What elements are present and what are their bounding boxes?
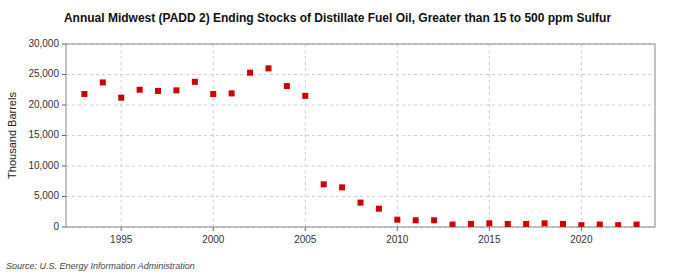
x-tick	[213, 227, 214, 231]
y-tick	[62, 74, 66, 75]
point	[431, 217, 437, 223]
point	[247, 70, 253, 76]
x-grid-line	[305, 44, 306, 227]
point	[597, 222, 603, 227]
y-tick-label: 10,000	[28, 160, 59, 171]
axes: 0 5,000 10,000 15,000 20,000 25,000 30,000 1995…	[28, 38, 655, 245]
point	[81, 91, 87, 97]
x-grid-line	[121, 44, 122, 227]
y-tick	[62, 44, 66, 45]
x-tick	[121, 227, 122, 231]
points	[81, 65, 639, 227]
plot-frame	[66, 44, 655, 227]
x-tick-label: 2015	[478, 234, 501, 245]
x-grid-line	[397, 44, 398, 227]
point	[394, 217, 400, 223]
point	[358, 200, 364, 206]
plot-area	[66, 44, 655, 227]
point	[229, 90, 235, 96]
point	[578, 222, 584, 227]
point	[505, 221, 511, 227]
point	[137, 87, 143, 93]
y-axis-label: Thousand Barrels	[6, 92, 18, 179]
y-tick	[62, 166, 66, 167]
x-tick	[581, 227, 582, 231]
y-tick	[62, 196, 66, 197]
point	[192, 79, 198, 85]
x-tick-label: 1995	[110, 234, 133, 245]
y-tick-label: 0	[53, 221, 59, 232]
point	[634, 222, 640, 227]
point	[615, 222, 621, 227]
point	[542, 220, 548, 226]
y-grid-line	[66, 105, 655, 106]
y-tick	[62, 135, 66, 136]
y-tick-label: 25,000	[28, 68, 59, 79]
point	[265, 65, 271, 71]
point	[413, 217, 419, 223]
point	[376, 206, 382, 212]
title: Annual Midwest (PADD 2) Ending Stocks of…	[64, 11, 612, 25]
point	[173, 87, 179, 93]
point	[302, 93, 308, 99]
y-grid-line	[66, 166, 655, 167]
y-tick-label: 30,000	[28, 38, 59, 49]
y-tick-label: 5,000	[34, 190, 59, 201]
point	[450, 222, 456, 227]
point	[321, 181, 327, 187]
point	[100, 79, 106, 85]
x-tick	[489, 227, 490, 231]
x-grid-line	[581, 44, 582, 227]
grid	[66, 44, 655, 227]
point	[468, 221, 474, 227]
y-grid-line	[66, 74, 655, 75]
point	[560, 221, 566, 227]
source-note: Source: U.S. Energy Information Administ…	[6, 261, 195, 271]
point	[523, 221, 529, 227]
x-tick	[397, 227, 398, 231]
x-grid-line	[489, 44, 490, 227]
point	[210, 91, 216, 97]
y-grid-line	[66, 135, 655, 136]
x-tick-label: 2020	[570, 234, 593, 245]
point	[486, 220, 492, 226]
y-grid-line	[66, 196, 655, 197]
point	[339, 184, 345, 190]
point	[155, 88, 161, 94]
x-tick-label: 2010	[386, 234, 409, 245]
chart: 0 5,000 10,000 15,000 20,000 25,000 30,000 1995…	[0, 0, 675, 275]
x-tick-label: 2005	[294, 234, 317, 245]
x-tick	[305, 227, 306, 231]
x-tick-label: 2000	[202, 234, 225, 245]
point	[118, 95, 124, 101]
y-tick-label: 15,000	[28, 129, 59, 140]
y-tick	[62, 227, 66, 228]
x-grid-line	[213, 44, 214, 227]
y-tick	[62, 105, 66, 106]
y-tick-label: 20,000	[28, 99, 59, 110]
point	[284, 83, 290, 89]
